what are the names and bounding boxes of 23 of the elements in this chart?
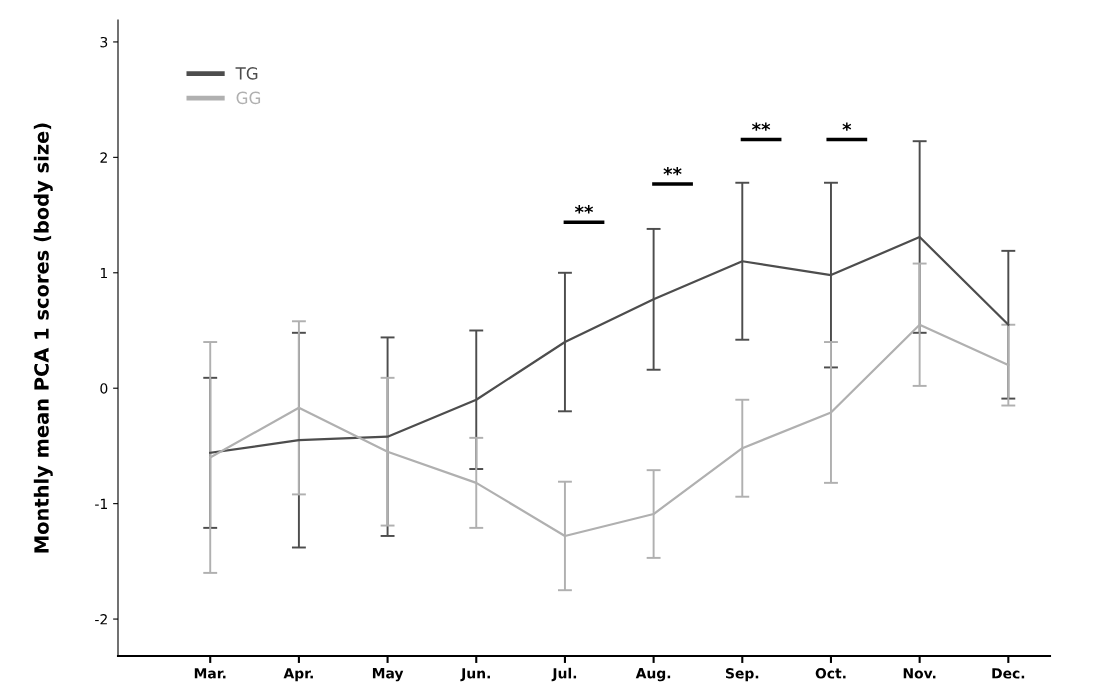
x-tick-label: Dec. <box>992 668 1025 679</box>
y-tick-label: 0 <box>100 383 108 394</box>
y-axis-title: Monthly mean PCA 1 scores (body size) <box>33 123 53 553</box>
x-tick-label: Nov. <box>903 668 936 679</box>
x-tick-label: Jul. <box>551 667 577 682</box>
y-tick-label: -2 <box>95 614 107 625</box>
y-tick-label: 3 <box>100 36 108 48</box>
legend-label: GG <box>236 91 261 105</box>
annotation: ** <box>752 122 771 131</box>
y-tick-label: -1 <box>95 498 107 509</box>
x-tick-label: Apr. <box>283 668 313 682</box>
legend-label: TG <box>235 67 258 80</box>
annotation: ** <box>663 166 682 176</box>
annotation: ** <box>574 205 594 214</box>
y-tick-label: 1 <box>100 267 107 279</box>
x-tick-label: May <box>372 668 404 682</box>
y-tick-label: 2 <box>100 152 107 163</box>
x-tick-label: Jun. <box>460 668 490 682</box>
x-tick-label: Oct. <box>815 668 846 679</box>
annotation: * <box>842 122 852 131</box>
x-tick-label: Aug. <box>635 668 671 682</box>
x-tick-label: Mar. <box>194 668 226 679</box>
x-tick-label: Sep. <box>725 668 759 682</box>
